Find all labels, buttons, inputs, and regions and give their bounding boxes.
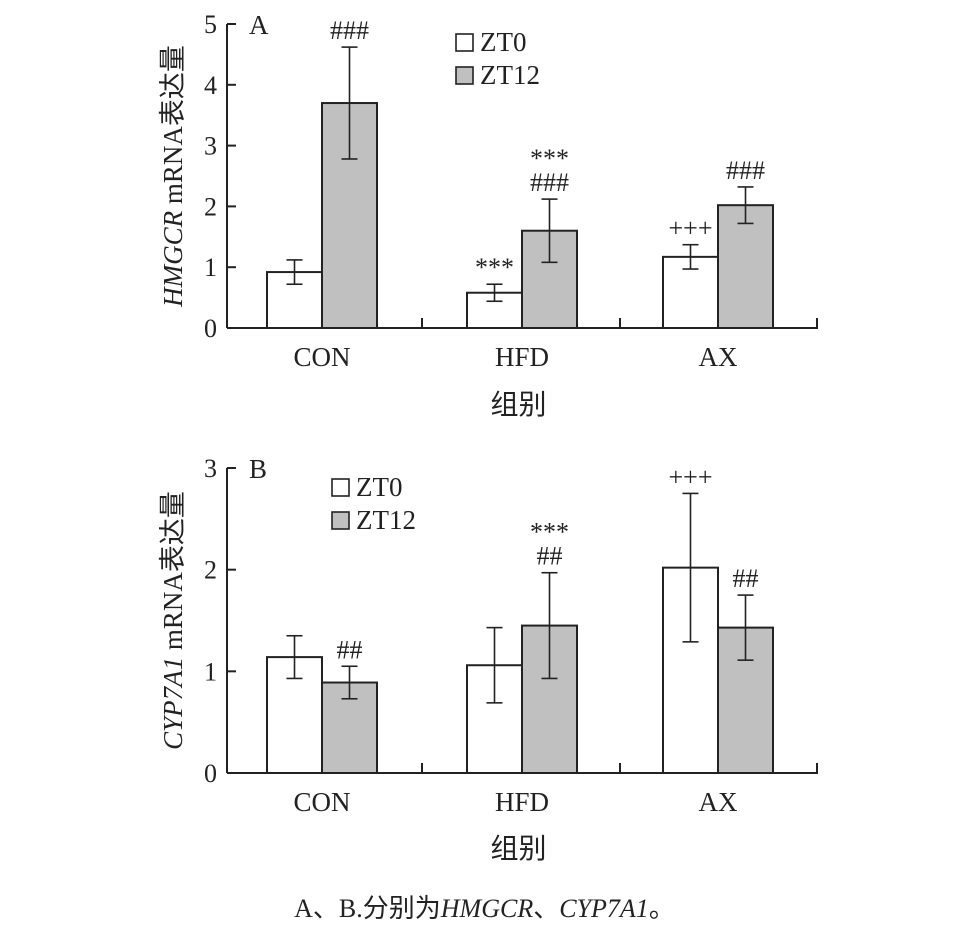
y-axis-label: CYP7A1 mRNA表达量 — [158, 491, 188, 750]
figure-caption: A、B.分别为HMGCR、CYP7A1。 — [0, 888, 969, 925]
y-tick-label: 1 — [204, 253, 217, 282]
legend-label-zt0: ZT0 — [356, 472, 403, 502]
caption-gene-a: HMGCR — [440, 894, 534, 923]
y-tick-label: 0 — [204, 759, 217, 788]
significance-annotation: +++ — [669, 462, 713, 491]
caption-separator: 、 — [533, 894, 560, 923]
significance-annotation: ## — [537, 542, 563, 571]
y-tick-label: 3 — [204, 132, 217, 161]
legend-swatch-zt12 — [455, 66, 474, 85]
y-axis-label: HMGCR mRNA表达量 — [158, 45, 188, 308]
significance-annotation: ## — [733, 564, 759, 593]
y-tick-label: 4 — [204, 71, 217, 100]
legend-swatch-zt0 — [331, 478, 350, 497]
y-tick-label: 3 — [204, 454, 217, 483]
x-category-label: CON — [293, 787, 350, 817]
caption-prefix: A、B.分别为 — [294, 894, 441, 923]
legend-label-zt12: ZT12 — [356, 505, 416, 535]
y-tick-label: 0 — [204, 314, 217, 343]
significance-annotation: *** — [530, 144, 569, 173]
significance-annotation: *** — [530, 518, 569, 547]
y-axis-label-gene: HMGCR — [158, 210, 188, 307]
y-axis-label-gene: CYP7A1 — [158, 657, 188, 750]
x-category-label: HFD — [495, 787, 549, 817]
x-category-label: HFD — [495, 342, 549, 372]
significance-annotation: ## — [337, 635, 363, 664]
significance-annotation: ### — [726, 156, 765, 185]
significance-annotation: +++ — [669, 214, 713, 243]
bar-zt12 — [717, 204, 774, 330]
y-axis-label-text: mRNA表达量 — [158, 491, 188, 657]
y-axis-label-text: mRNA表达量 — [158, 45, 188, 211]
significance-annotation: ### — [530, 168, 569, 197]
y-tick-label: 2 — [204, 556, 217, 585]
legend-label-zt12: ZT12 — [480, 60, 540, 90]
legend-swatch-zt12 — [331, 511, 350, 530]
legend-swatch-zt0 — [455, 33, 474, 52]
x-axis-label: 组别 — [490, 833, 546, 865]
panel-label: B — [249, 454, 267, 484]
bar-zt12 — [717, 626, 774, 774]
y-tick-label: 5 — [204, 10, 217, 39]
panel-label: A — [249, 10, 269, 40]
bar-zt12 — [521, 229, 578, 329]
x-axis-label: 组别 — [490, 389, 546, 421]
x-category-label: CON — [293, 342, 350, 372]
caption-gene-b: CYP7A1 — [559, 894, 649, 923]
significance-annotation: ### — [330, 16, 369, 45]
y-tick-label: 1 — [204, 657, 217, 686]
legend-label-zt0: ZT0 — [480, 27, 527, 57]
significance-annotation: *** — [475, 253, 514, 282]
caption-suffix: 。 — [648, 894, 675, 923]
bar-zt12 — [321, 102, 378, 330]
x-category-label: AX — [699, 342, 738, 372]
y-tick-label: 2 — [204, 192, 217, 221]
x-category-label: AX — [699, 787, 738, 817]
